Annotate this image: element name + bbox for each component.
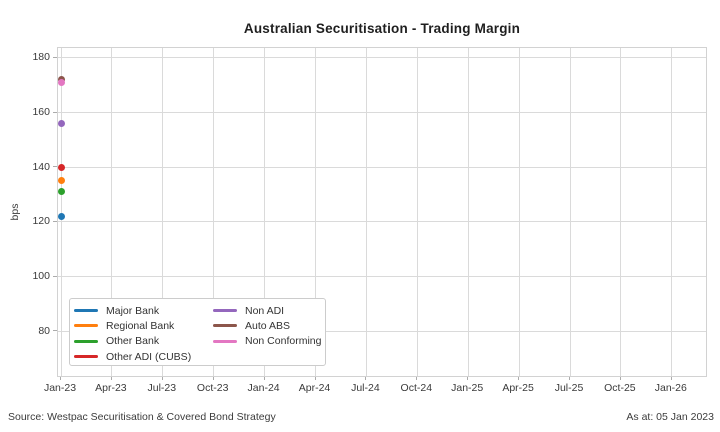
gridline-vertical bbox=[162, 48, 164, 376]
gridline-vertical bbox=[213, 48, 215, 376]
x-tick-mark bbox=[569, 377, 570, 380]
gridline-vertical bbox=[518, 48, 520, 376]
data-point-major-bank bbox=[57, 212, 65, 220]
x-tick-label: Jan-24 bbox=[247, 382, 280, 394]
y-tick-mark bbox=[53, 220, 57, 222]
legend-item: Non Conforming bbox=[213, 334, 321, 349]
source-text: Source: Westpac Securitisation & Covered… bbox=[8, 411, 276, 423]
legend-item-label: Regional Bank bbox=[106, 319, 175, 332]
gridline-horizontal bbox=[58, 330, 706, 332]
legend-line-marker bbox=[74, 355, 98, 359]
gridline-horizontal bbox=[58, 57, 706, 59]
gridline-vertical bbox=[264, 48, 266, 376]
gridline-vertical bbox=[60, 48, 62, 376]
x-tick-mark bbox=[212, 377, 214, 380]
x-tick-label: Jan-25 bbox=[451, 382, 484, 394]
legend-item-label: Other Bank bbox=[106, 335, 160, 348]
x-tick-mark bbox=[467, 377, 469, 380]
legend-item: Auto ABS bbox=[213, 318, 321, 333]
y-tick-label: 80 bbox=[38, 324, 50, 337]
data-point-other-bank bbox=[57, 188, 65, 196]
legend-line-marker bbox=[74, 324, 98, 328]
gridline-horizontal bbox=[58, 276, 706, 277]
chart-title: Australian Securitisation - Trading Marg… bbox=[243, 21, 521, 36]
x-tick-mark bbox=[314, 377, 316, 380]
x-tick-mark bbox=[518, 377, 520, 380]
data-point-regional-bank bbox=[57, 177, 65, 185]
legend-column: Non ADI Auto ABS Non Conforming bbox=[213, 303, 321, 365]
y-tick-mark bbox=[53, 330, 57, 332]
legend-item: Other Bank bbox=[74, 334, 213, 349]
x-tick-mark bbox=[416, 377, 418, 380]
x-tick-mark bbox=[110, 377, 112, 380]
gridline-vertical bbox=[315, 48, 316, 376]
y-tick-mark bbox=[53, 111, 57, 113]
x-tick-label: Jan-23 bbox=[43, 382, 77, 394]
legend-line-marker bbox=[213, 309, 237, 313]
x-tick-label: Oct-23 bbox=[196, 382, 229, 394]
gridline-horizontal bbox=[58, 221, 706, 223]
legend-line-marker bbox=[74, 309, 98, 313]
y-tick-label: 160 bbox=[32, 106, 50, 118]
legend: Major Bank Regional Bank Other Bank Other A… bbox=[69, 298, 326, 366]
x-tick-label: Oct-24 bbox=[400, 382, 433, 394]
legend-column: Major Bank Regional Bank Other Bank Other A… bbox=[74, 303, 213, 365]
gridline-vertical bbox=[620, 48, 622, 376]
x-tick-mark bbox=[619, 377, 621, 380]
as-at-text: As at: 05 Jan 2023 bbox=[626, 411, 714, 423]
gridline-vertical bbox=[671, 48, 673, 376]
y-tick-label: 120 bbox=[32, 215, 50, 228]
gridline-vertical bbox=[416, 48, 418, 376]
x-tick-mark bbox=[670, 377, 672, 380]
legend-line-marker bbox=[213, 324, 237, 328]
x-tick-mark bbox=[263, 377, 265, 380]
data-point-other-adi-cubs bbox=[57, 163, 65, 171]
x-tick-label: Apr-25 bbox=[502, 382, 534, 394]
x-tick-mark bbox=[161, 377, 163, 380]
gridline-horizontal bbox=[58, 166, 706, 168]
x-tick-label: Oct-25 bbox=[604, 382, 636, 394]
y-tick-label: 100 bbox=[32, 270, 50, 282]
data-point-non-adi bbox=[57, 119, 65, 127]
x-tick-mark bbox=[60, 377, 61, 380]
x-tick-mark bbox=[365, 377, 367, 380]
data-point-non-conforming bbox=[57, 78, 65, 86]
x-tick-label: Apr-24 bbox=[298, 382, 331, 394]
gridline-vertical bbox=[467, 48, 469, 376]
y-tick-mark bbox=[53, 56, 57, 58]
x-tick-label: Jul-24 bbox=[351, 382, 380, 394]
x-tick-label: Apr-23 bbox=[95, 382, 127, 394]
legend-item-label: Other ADI (CUBS) bbox=[106, 350, 192, 363]
legend-line-marker bbox=[74, 339, 98, 343]
legend-item-label: Non ADI bbox=[245, 304, 285, 317]
legend-item: Other ADI (CUBS) bbox=[74, 349, 213, 364]
legend-item: Non ADI bbox=[213, 303, 321, 318]
legend-item-label: Non Conforming bbox=[245, 335, 322, 348]
x-tick-label: Jan-26 bbox=[654, 382, 687, 394]
x-tick-label: Jul-23 bbox=[147, 382, 177, 394]
legend-line-marker bbox=[213, 339, 237, 343]
legend-item: Major Bank bbox=[74, 303, 213, 318]
x-tick-label: Jul-25 bbox=[554, 382, 584, 394]
y-tick-label: 180 bbox=[32, 51, 50, 64]
gridline-vertical bbox=[569, 48, 571, 376]
y-tick-label: 140 bbox=[32, 160, 50, 173]
legend-item: Regional Bank bbox=[74, 318, 213, 333]
gridline-vertical bbox=[111, 48, 113, 376]
legend-item-label: Auto ABS bbox=[245, 319, 290, 332]
gridline-horizontal bbox=[58, 112, 706, 113]
y-tick-mark bbox=[53, 166, 57, 168]
gridline-vertical bbox=[365, 48, 367, 376]
y-tick-mark bbox=[53, 275, 57, 277]
legend-item-label: Major Bank bbox=[106, 304, 160, 317]
